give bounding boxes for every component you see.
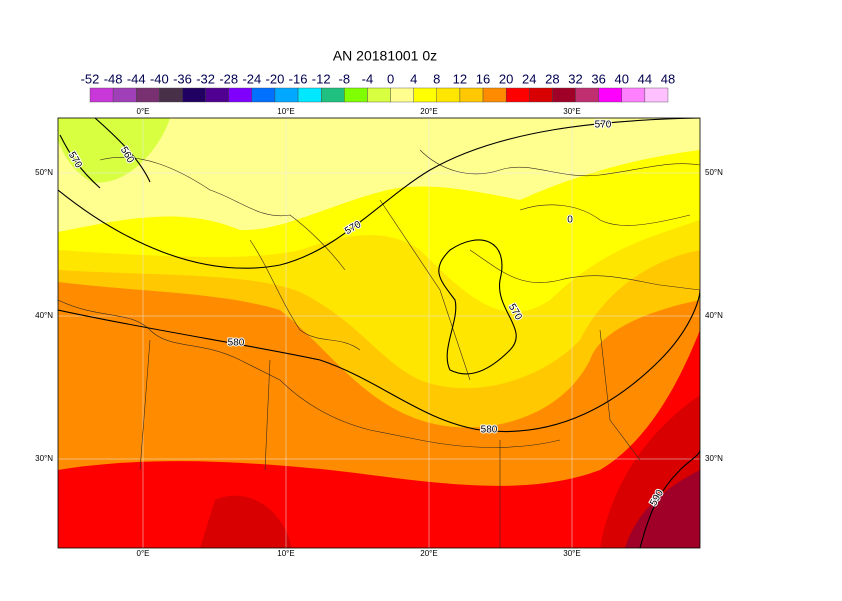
lat-label: 40°N (35, 311, 53, 320)
colorbar-box (575, 87, 599, 103)
colorbar-label: -44 (127, 71, 146, 86)
field-band (58, 118, 700, 232)
colorbar-label: 48 (661, 71, 675, 86)
colorbar-box (529, 87, 553, 103)
colorbar-box (321, 87, 345, 103)
colorbar-label: 32 (568, 71, 582, 86)
temperature-field (58, 118, 700, 548)
lat-label: 50°N (705, 168, 723, 177)
colorbar: -52 -48 -44 -40 -36 -32 -28 -24 -20 -16 -12 -8 -4 0 4 8… (81, 71, 675, 103)
colorbar-label: -52 (81, 71, 100, 86)
lat-label: 50°N (35, 168, 53, 177)
colorbar-box (251, 87, 276, 103)
colorbar-box (621, 87, 646, 103)
graticule (58, 118, 700, 548)
colorbar-box (182, 87, 206, 103)
colorbar-box (274, 87, 299, 103)
colorbar-label: -24 (242, 71, 261, 86)
colorbar-label: 12 (453, 71, 467, 86)
borders (58, 149, 700, 548)
title: AN 20181001 0z (333, 48, 437, 64)
colorbar-label: -16 (289, 71, 308, 86)
lon-label: 30°E (563, 549, 580, 558)
height-contours (58, 118, 700, 548)
lon-label: 10°E (277, 549, 294, 558)
colorbar-label: 4 (410, 71, 417, 86)
lon-label: 10°E (277, 107, 294, 116)
colorbar-box (390, 87, 414, 103)
colorbar-box (205, 87, 229, 103)
colorbar-label: -32 (196, 71, 215, 86)
colorbar-label: -20 (266, 71, 285, 86)
colorbar-box (436, 87, 461, 103)
colorbar-box (297, 87, 322, 103)
field-band (200, 495, 292, 548)
lon-label: 0°E (137, 107, 150, 116)
lat-label: 30°N (705, 454, 723, 463)
colorbar-box (112, 87, 137, 103)
colorbar-label: -40 (150, 71, 169, 86)
colorbar-box (459, 87, 484, 103)
contour-label: 570 (595, 120, 612, 131)
colorbar-box (228, 87, 253, 103)
colorbar-label: 28 (545, 71, 559, 86)
contour-label: 0 (567, 215, 573, 226)
colorbar-label: -28 (219, 71, 238, 86)
lat-label: 30°N (35, 454, 53, 463)
colorbar-box (159, 87, 183, 103)
colorbar-label: 40 (615, 71, 629, 86)
colorbar-label: 8 (433, 71, 440, 86)
colorbar-box (89, 87, 114, 103)
field-band (58, 330, 700, 548)
colorbar-box (482, 87, 507, 103)
lon-label: 30°E (563, 107, 580, 116)
colorbar-box (344, 87, 368, 103)
colorbar-label: -4 (362, 71, 374, 86)
colorbar-label: -36 (173, 71, 192, 86)
colorbar-box (413, 87, 437, 103)
axis-labels: 0°E 0°E 10°E 10°E 20°E 20°E 30°E 30°E 50°N 50°N 40… (35, 107, 723, 558)
colorbar-label: 0 (387, 71, 394, 86)
colorbar-label: -12 (312, 71, 331, 86)
colorbar-label: -48 (104, 71, 123, 86)
colorbar-box (367, 87, 391, 103)
colorbar-label: 20 (499, 71, 513, 86)
field-band (58, 118, 170, 183)
contour-label: 580 (228, 338, 245, 349)
colorbar-label: 44 (638, 71, 652, 86)
colorbar-label: -8 (339, 71, 351, 86)
colorbar-label: 24 (522, 71, 536, 86)
field-band (625, 470, 700, 548)
lon-label: 20°E (420, 549, 437, 558)
lon-label: 20°E (420, 107, 437, 116)
colorbar-label: 36 (591, 71, 605, 86)
colorbar-label: 16 (476, 71, 490, 86)
map (58, 118, 700, 548)
colorbar-box (505, 87, 530, 103)
lat-label: 40°N (705, 311, 723, 320)
colorbar-box (136, 87, 160, 103)
colorbar-box (644, 87, 669, 103)
colorbar-box (598, 87, 622, 103)
map-frame (57, 117, 701, 549)
colorbar-box (552, 87, 576, 103)
lon-label: 0°E (137, 549, 150, 558)
contour-label: 580 (481, 425, 498, 436)
